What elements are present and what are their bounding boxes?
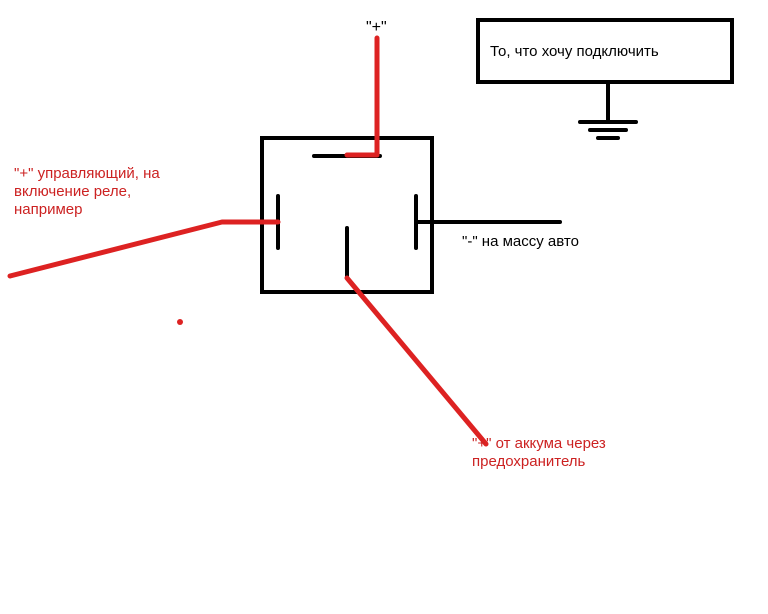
label-fuse-line1: "+" от аккума через <box>472 435 606 452</box>
label-control-line2: включение реле, <box>14 183 131 200</box>
ground-symbol <box>580 122 636 138</box>
wire-fuse <box>347 278 486 444</box>
stray-dot <box>177 319 183 325</box>
wire-control <box>10 222 278 276</box>
label-ground: "-" на массу авто <box>462 233 579 250</box>
label-plus-top: "+" <box>366 19 387 36</box>
label-control-line3: например <box>14 201 82 218</box>
label-control-line1: "+" управляющий, на <box>14 165 160 182</box>
label-fuse-line2: предохранитель <box>472 453 586 470</box>
label-device: То, что хочу подключить <box>490 43 659 60</box>
